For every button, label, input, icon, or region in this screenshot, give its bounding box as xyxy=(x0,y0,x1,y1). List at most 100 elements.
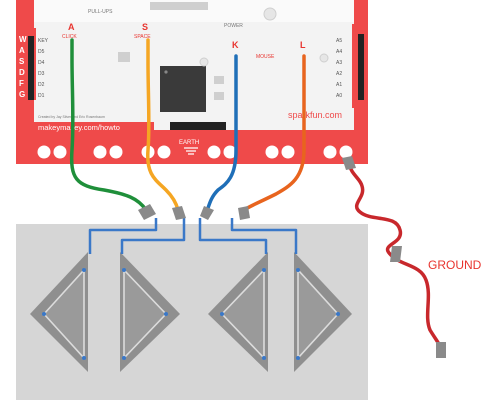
triangle-inner xyxy=(42,267,85,361)
right-pin-label: A1 xyxy=(336,82,342,88)
left-pin-letter: D xyxy=(19,68,25,77)
pull-ups-note: PULL-UPS xyxy=(88,9,113,15)
component xyxy=(214,76,224,84)
key-label-a: A xyxy=(68,22,75,32)
hole xyxy=(265,145,279,159)
hole xyxy=(157,145,171,159)
right-pin-label: A2 xyxy=(336,71,342,77)
foil-dot xyxy=(296,268,300,272)
foil-traces xyxy=(88,218,298,254)
hole xyxy=(281,145,295,159)
triangle-inner xyxy=(123,268,168,360)
triangle-pad-4 xyxy=(294,252,352,372)
triangle-inner xyxy=(220,268,265,360)
foil-trace-3 xyxy=(198,218,268,254)
left-pin-labels: KEY D5 D4 D3 D2 D1 xyxy=(38,38,49,99)
left-pin-label: D5 xyxy=(38,49,45,55)
foil-pad-panel xyxy=(16,218,368,400)
foil-dot xyxy=(262,356,266,360)
clip-ground-bottom xyxy=(436,342,446,358)
key-label-k: K xyxy=(232,40,239,50)
url-banner xyxy=(34,122,154,131)
left-pin-label: D1 xyxy=(38,93,45,99)
wire-blue xyxy=(206,54,238,210)
power-label: POWER xyxy=(224,23,243,29)
led xyxy=(319,53,329,63)
wire-green xyxy=(69,38,148,212)
wires xyxy=(69,38,442,350)
hole xyxy=(37,145,51,159)
foil-dot xyxy=(122,356,126,360)
ground-label: GROUND xyxy=(428,258,482,272)
foil-dot xyxy=(42,312,46,316)
triangle-pad-3 xyxy=(208,252,268,372)
connection-holes xyxy=(37,145,353,159)
right-pin-label: A3 xyxy=(336,60,342,66)
foil-dot xyxy=(164,312,168,316)
left-pin-letter: G xyxy=(19,90,25,99)
left-pin-label: KEY xyxy=(38,38,49,44)
makey-makey-board: W A S D F G KEY D5 D4 D3 D2 D1 A5 A4 A3 … xyxy=(16,0,368,164)
clip-green xyxy=(138,204,156,220)
left-pin-column: W A S D F G xyxy=(19,35,34,100)
clip-blue xyxy=(200,206,214,220)
right-pin-label: A5 xyxy=(336,38,342,44)
clip-orange xyxy=(172,206,186,220)
left-pin-label: D3 xyxy=(38,71,45,77)
hole xyxy=(93,145,107,159)
foil-dot xyxy=(82,268,86,272)
hole xyxy=(223,145,237,159)
key-label-s: S xyxy=(142,22,148,32)
foil-dot xyxy=(82,356,86,360)
alligator-clips xyxy=(138,156,446,358)
component xyxy=(118,52,130,62)
led xyxy=(199,57,209,67)
right-pin-label: A0 xyxy=(336,93,342,99)
left-pin-letter: W xyxy=(19,35,27,44)
left-pin-label: D4 xyxy=(38,60,45,66)
key-legend-click: CLICK xyxy=(62,34,77,40)
foil-trace-2 xyxy=(120,218,186,254)
hole xyxy=(207,145,221,159)
foil-trace-1 xyxy=(88,218,158,254)
key-label-l: L xyxy=(300,40,306,50)
key-legend-space: SPACE xyxy=(134,34,151,40)
wire-orange-red xyxy=(242,54,306,212)
ground-symbol-icon xyxy=(184,147,198,155)
chip-pin1-dot xyxy=(164,70,168,74)
component xyxy=(214,92,224,100)
left-pin-socket xyxy=(28,36,34,100)
earth-label: EARTH xyxy=(179,140,199,146)
wire-ground-red xyxy=(346,160,442,350)
foil-dot xyxy=(262,268,266,272)
status-led xyxy=(263,7,277,21)
clip-orange-red xyxy=(238,206,250,220)
hole xyxy=(323,145,337,159)
brand-label: sparkfun.com xyxy=(288,110,342,120)
key-legend-mouse: MOUSE xyxy=(256,54,275,60)
foil-trace-4 xyxy=(230,218,298,254)
triangle-inner xyxy=(297,267,340,361)
hole xyxy=(53,145,67,159)
left-pin-letter: A xyxy=(19,46,25,55)
foil-dot xyxy=(220,312,224,316)
left-pin-letter: S xyxy=(19,57,25,66)
microcontroller-chip xyxy=(160,66,206,112)
foil-dot xyxy=(336,312,340,316)
right-pin-label: A4 xyxy=(336,49,342,55)
clip-ground-middle xyxy=(390,246,402,262)
hole xyxy=(339,145,353,159)
pin-header xyxy=(170,122,226,130)
right-pin-labels: A5 A4 A3 A2 A1 A0 xyxy=(336,38,342,99)
right-pin-socket xyxy=(358,34,364,100)
wire-orange xyxy=(146,38,180,212)
foil-dot xyxy=(296,356,300,360)
clip-ground-top xyxy=(342,156,356,170)
hole xyxy=(109,145,123,159)
left-pin-letter: F xyxy=(19,79,24,88)
foil-dot xyxy=(122,268,126,272)
left-pin-label: D2 xyxy=(38,82,45,88)
triangle-pad-1 xyxy=(30,252,88,372)
triangle-pad-2 xyxy=(120,252,180,372)
